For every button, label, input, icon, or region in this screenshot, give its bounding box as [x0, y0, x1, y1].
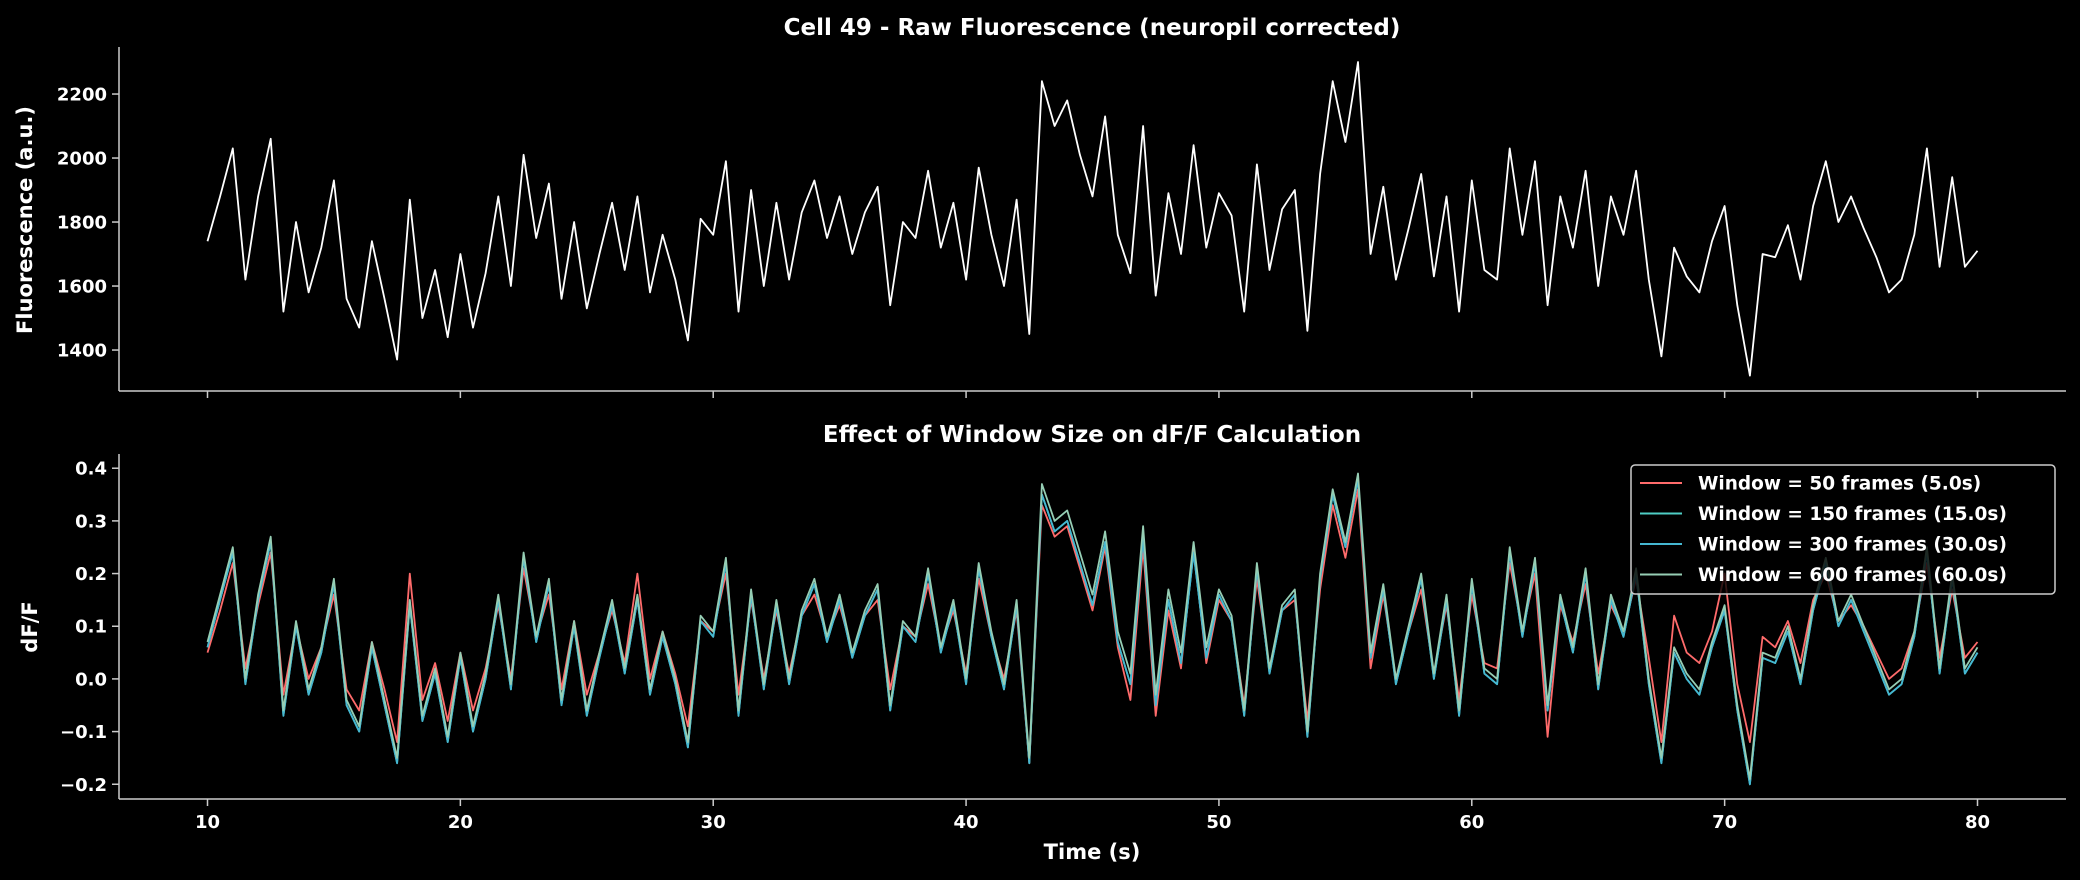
legend-label: Window = 150 frames (15.0s) [1698, 504, 2007, 525]
x-tick-label: 30 [701, 812, 726, 833]
x-tick-label: 20 [448, 812, 473, 833]
x-tick-label: 80 [1965, 812, 1990, 833]
y-tick-label: 0.0 [75, 669, 107, 690]
legend-item: Window = 300 frames (30.0s) [1640, 535, 2007, 556]
dff-y-axis-label: dF/F [18, 601, 42, 652]
series-line-0-0 [206, 61, 1979, 377]
y-tick-label: 2000 [57, 149, 107, 170]
y-tick-label: −0.1 [60, 722, 107, 743]
y-tick-label: 1600 [57, 277, 107, 298]
y-tick-label: 2200 [57, 85, 107, 106]
legend-label: Window = 600 frames (60.0s) [1698, 565, 2007, 586]
y-tick-label: −0.2 [60, 775, 107, 796]
legend-label: Window = 300 frames (30.0s) [1698, 535, 2007, 556]
raw-y-axis-label: Fluorescence (a.u.) [13, 106, 37, 334]
y-tick-label: 0.3 [75, 511, 107, 532]
raw-fluorescence-axes: Cell 49 - Raw Fluorescence (neuropil cor… [13, 15, 2066, 398]
dff-axes: Effect of Window Size on dF/F Calculatio… [18, 422, 2066, 864]
legend: Window = 50 frames (5.0s) Window = 150 fr… [1630, 464, 2056, 595]
y-tick-label: 1800 [57, 213, 107, 234]
y-tick-label: 1400 [57, 341, 107, 362]
legend-frame [1630, 464, 2056, 595]
x-tick-label: 50 [1206, 812, 1231, 833]
x-tick-label: 40 [954, 812, 979, 833]
y-tick-label: 0.4 [75, 459, 107, 480]
x-tick-label: 70 [1712, 812, 1737, 833]
y-tick-label: 0.1 [75, 617, 107, 638]
x-axis-label: Time (s) [1044, 840, 1141, 864]
legend-item: Window = 50 frames (5.0s) [1640, 474, 1981, 495]
series-line-1-3 [206, 472, 1979, 780]
x-tick-label: 10 [195, 812, 220, 833]
raw-chart-title: Cell 49 - Raw Fluorescence (neuropil cor… [784, 15, 1401, 41]
dff-chart-title: Effect of Window Size on dF/F Calculatio… [823, 422, 1361, 448]
y-tick-label: 0.2 [75, 564, 107, 585]
legend-item: Window = 150 frames (15.0s) [1640, 504, 2007, 525]
x-tick-label: 60 [1459, 812, 1484, 833]
legend-item: Window = 600 frames (60.0s) [1640, 565, 2007, 586]
legend-label: Window = 50 frames (5.0s) [1698, 474, 1981, 495]
